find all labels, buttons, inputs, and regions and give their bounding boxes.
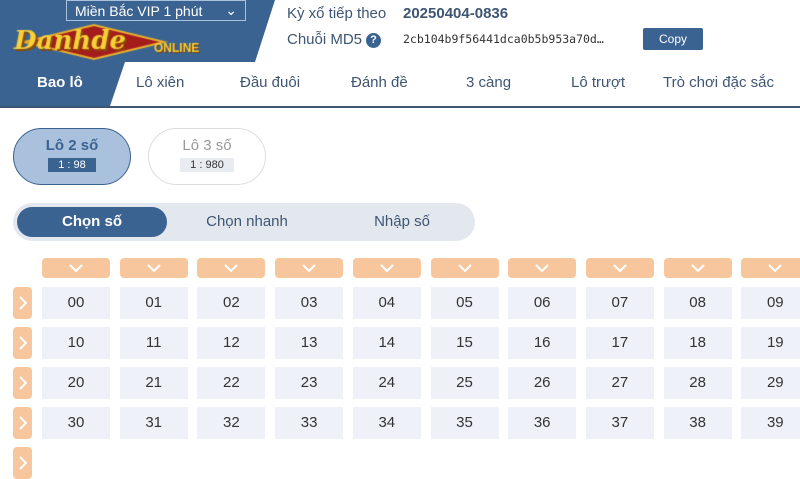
column-select-button[interactable] [352, 258, 421, 278]
number-cell[interactable]: 28 [663, 367, 732, 399]
row-select-button[interactable] [13, 447, 32, 479]
number-cell[interactable]: 35 [430, 407, 499, 439]
number-cell[interactable]: 31 [119, 407, 188, 439]
number-cell[interactable]: 32 [197, 407, 266, 439]
help-icon[interactable]: ? [366, 32, 382, 48]
header: Miền Bắc VIP 1 phút ⌄ Kỳ xổ tiếp theo 202… [0, 0, 800, 62]
mode-tab[interactable]: Chọn nhanh [206, 213, 288, 230]
md5-label: Chuỗi MD5? [287, 31, 382, 48]
number-cell[interactable]: 03 [275, 287, 344, 319]
number-cell[interactable]: 25 [430, 367, 499, 399]
nav-tab[interactable]: Đánh đề [351, 74, 408, 91]
row-select-button[interactable] [13, 407, 32, 439]
number-cell[interactable]: 19 [741, 327, 800, 359]
number-cell[interactable]: 06 [508, 287, 577, 319]
number-cell[interactable]: 29 [741, 367, 800, 399]
game-nav: Bao lô Lô xiên Đầu đuôi Đánh đề 3 càng Lô trư… [0, 62, 800, 108]
number-cell[interactable]: 16 [508, 327, 577, 359]
number-cell[interactable]: 17 [585, 327, 654, 359]
row-select-button[interactable] [13, 367, 32, 399]
number-cell[interactable]: 07 [585, 287, 654, 319]
number-cell[interactable]: 33 [275, 407, 344, 439]
mode-switch: Chọn số Chọn nhanh Nhập số [13, 203, 475, 241]
md5-value: 2cb104b9f56441dca0b5b953a70d… [403, 32, 604, 46]
column-select-button[interactable] [741, 258, 800, 278]
number-cell[interactable]: 05 [430, 287, 499, 319]
mode-tab[interactable]: Chọn số [17, 207, 167, 237]
column-select-button[interactable] [663, 258, 732, 278]
column-select-button[interactable] [430, 258, 499, 278]
column-select-button[interactable] [119, 258, 188, 278]
number-cell[interactable]: 20 [42, 367, 110, 399]
bet-type-name: Lô 3 số [182, 137, 232, 154]
number-cell[interactable]: 08 [663, 287, 732, 319]
column-select-button[interactable] [585, 258, 654, 278]
number-cell[interactable]: 37 [585, 407, 654, 439]
number-cell[interactable]: 24 [352, 367, 421, 399]
bet-type-name: Lô 2 số [45, 137, 99, 154]
bet-type-odds: 1 : 980 [180, 158, 234, 172]
number-cell[interactable]: 21 [119, 367, 188, 399]
copy-button[interactable]: Copy [643, 28, 703, 50]
nav-tab[interactable]: Bao lô [37, 74, 83, 91]
bet-type-odds: 1 : 98 [48, 158, 96, 172]
number-cell[interactable]: 13 [275, 327, 344, 359]
row-select-button[interactable] [13, 327, 32, 359]
number-cell[interactable]: 15 [430, 327, 499, 359]
number-cell[interactable]: 27 [585, 367, 654, 399]
region-select-value: Miền Bắc VIP 1 phút [75, 2, 203, 19]
chevron-down-icon: ⌄ [225, 2, 237, 18]
number-cell[interactable]: 22 [197, 367, 266, 399]
md5-label-text: Chuỗi MD5 [287, 31, 363, 48]
number-cell[interactable]: 14 [352, 327, 421, 359]
number-cell[interactable]: 38 [663, 407, 732, 439]
nav-tab[interactable]: Đầu đuôi [240, 74, 301, 91]
column-select-button[interactable] [42, 258, 110, 278]
column-select-button[interactable] [508, 258, 577, 278]
number-cell[interactable]: 36 [508, 407, 577, 439]
number-cell[interactable]: 39 [741, 407, 800, 439]
number-cell[interactable]: 02 [197, 287, 266, 319]
bet-type-2[interactable]: Lô 3 số 1 : 980 [148, 128, 266, 185]
number-cell[interactable]: 23 [275, 367, 344, 399]
number-cell[interactable]: 11 [119, 327, 188, 359]
region-select[interactable]: Miền Bắc VIP 1 phút ⌄ [66, 0, 246, 21]
column-select-button[interactable] [197, 258, 266, 278]
nav-tab[interactable]: 3 càng [466, 74, 512, 91]
number-cell[interactable]: 18 [663, 327, 732, 359]
number-cell[interactable]: 09 [741, 287, 800, 319]
nav-tab[interactable]: Lô xiên [136, 74, 185, 91]
nav-tab[interactable]: Trò chơi đặc sắc [663, 74, 774, 91]
number-cell[interactable]: 00 [42, 287, 110, 319]
number-cell[interactable]: 26 [508, 367, 577, 399]
number-cell[interactable]: 12 [197, 327, 266, 359]
next-draw-value: 20250404-0836 [403, 5, 509, 22]
mode-tab[interactable]: Nhập số [374, 213, 430, 230]
number-cell[interactable]: 10 [42, 327, 110, 359]
bet-type-1[interactable]: Lô 2 số 1 : 98 [13, 128, 131, 185]
column-select-button[interactable] [275, 258, 344, 278]
row-select-button[interactable] [13, 287, 32, 319]
nav-active-bg [0, 62, 125, 106]
next-draw-label: Kỳ xổ tiếp theo [287, 5, 387, 22]
number-cell[interactable]: 34 [352, 407, 421, 439]
number-cell[interactable]: 04 [352, 287, 421, 319]
nav-tab[interactable]: Lô trượt [571, 74, 626, 91]
number-cell[interactable]: 01 [119, 287, 188, 319]
number-cell[interactable]: 30 [42, 407, 110, 439]
